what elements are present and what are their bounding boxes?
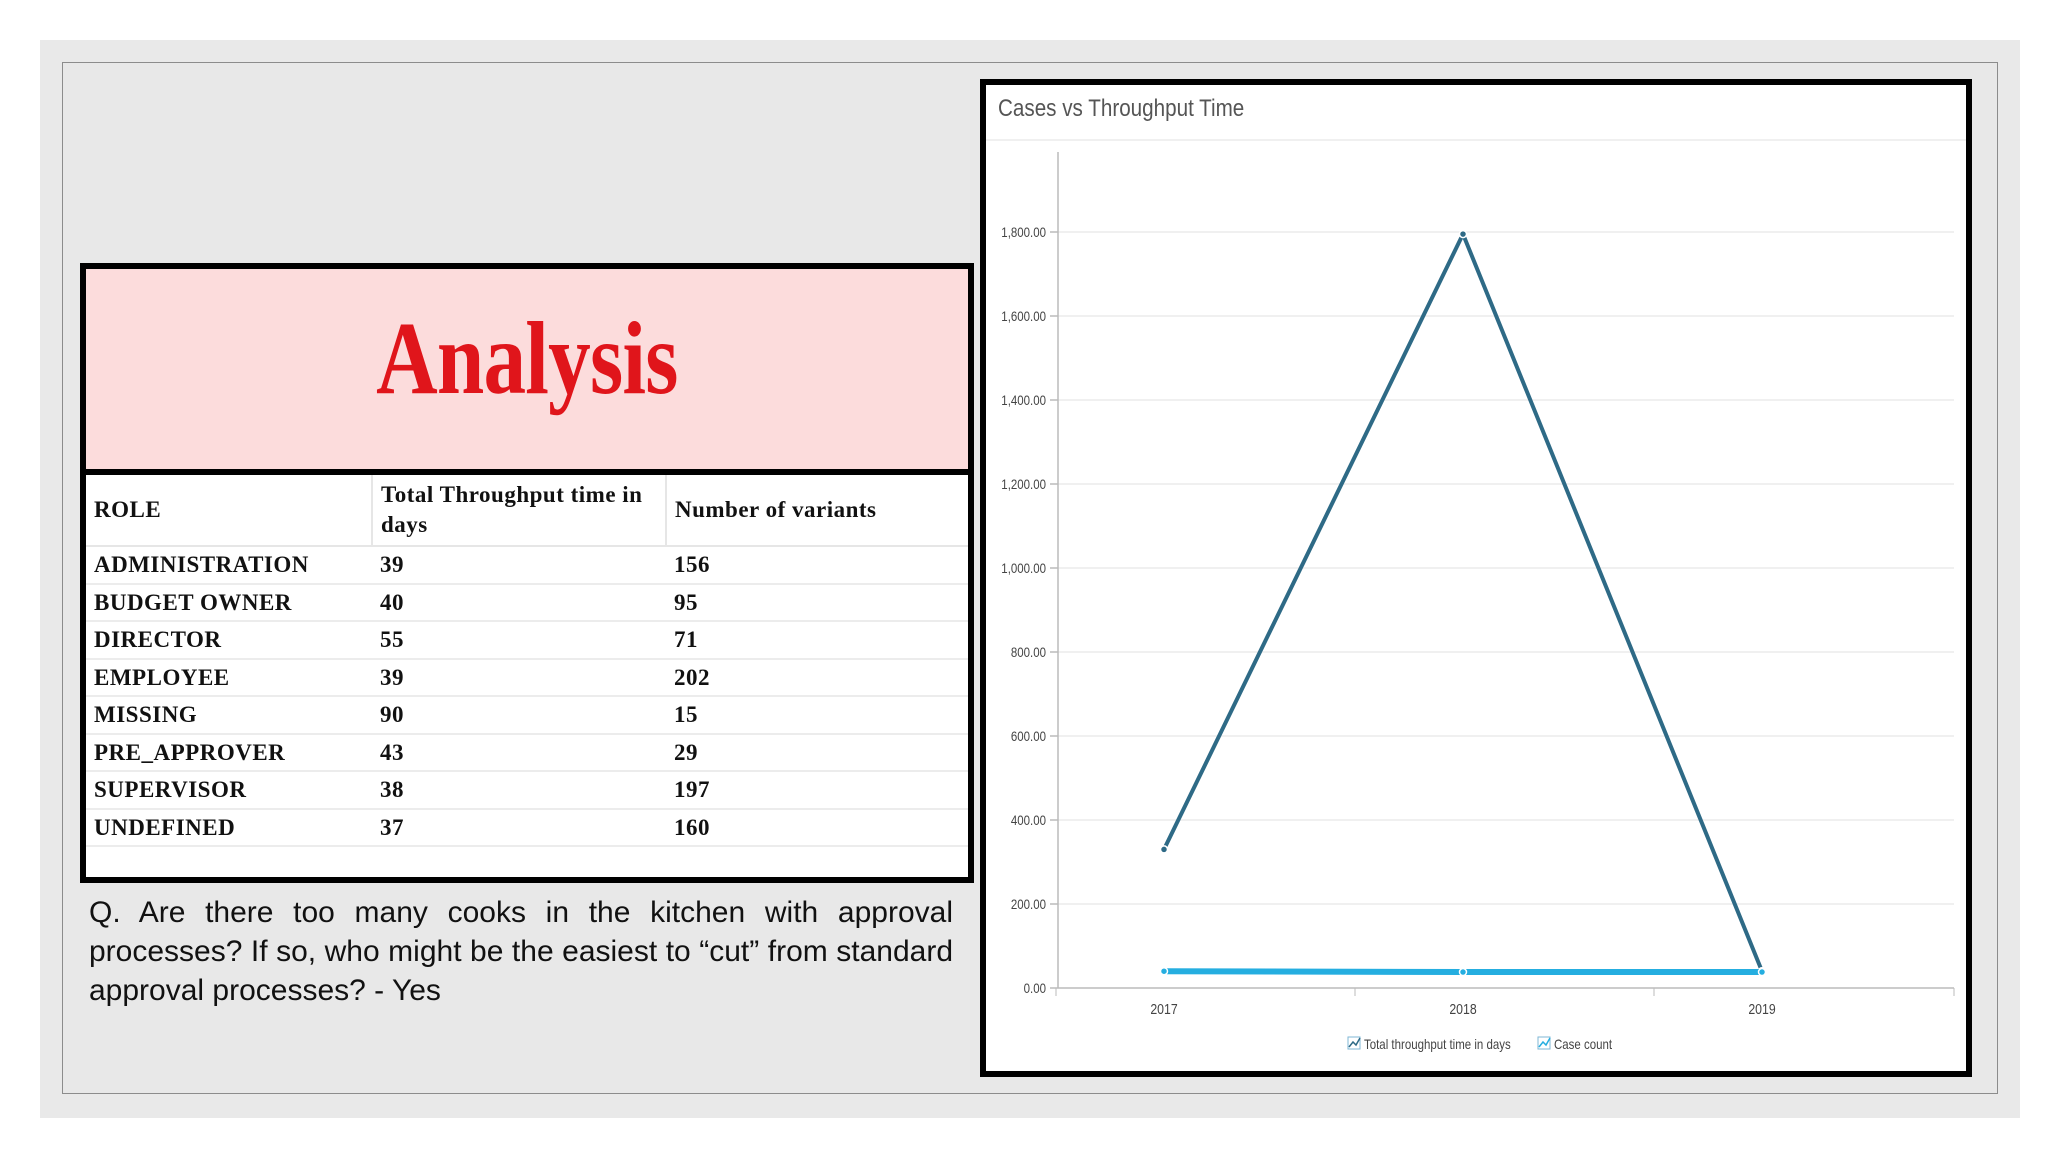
cell-throughput-time: 43 <box>372 733 666 772</box>
legend-chart-icon <box>1347 1036 1361 1050</box>
cell-role: UNDEFINED <box>86 808 372 847</box>
cell-throughput-time: 38 <box>372 771 666 810</box>
cell-role: PRE_APPROVER <box>86 733 372 772</box>
data-point <box>1458 229 1468 239</box>
cell-throughput-time: 37 <box>372 808 666 847</box>
cell-role: BUDGET OWNER <box>86 583 372 622</box>
cell-throughput-time: 40 <box>372 583 666 622</box>
cell-variants: 160 <box>666 808 968 847</box>
y-tick-label: 1,800.00 <box>1001 224 1046 240</box>
header-throughput-time: Total Throughput time in days <box>371 475 666 547</box>
cell-variants: 29 <box>666 733 968 772</box>
cell-throughput-time: 39 <box>372 546 666 585</box>
table-row: MISSING 90 15 <box>86 696 968 735</box>
y-tick-label: 1,000.00 <box>1001 560 1046 576</box>
legend-chart-icon <box>1537 1036 1551 1050</box>
table-row: EMPLOYEE 39 202 <box>86 658 968 697</box>
table-header-row: ROLE Total Throughput time in days Numbe… <box>86 475 968 547</box>
y-tick-label: 200.00 <box>1011 896 1046 912</box>
cell-throughput-time: 39 <box>372 658 666 697</box>
data-point <box>1159 966 1169 976</box>
y-tick-label: 800.00 <box>1011 644 1046 660</box>
legend-line-icon <box>1538 1037 1551 1048</box>
legend-entry: Case count <box>1537 1036 1612 1052</box>
roles-table: ROLE Total Throughput time in days Numbe… <box>86 475 968 847</box>
cell-throughput-time: 55 <box>372 621 666 660</box>
data-point <box>1458 967 1468 977</box>
question-text: Q. Are there too many cooks in the kitch… <box>89 896 953 1007</box>
header-variants: Number of variants <box>665 475 968 547</box>
cell-variants: 71 <box>666 621 968 660</box>
table-row: DIRECTOR 55 71 <box>86 621 968 660</box>
roles-table-box: ROLE Total Throughput time in days Numbe… <box>80 475 974 883</box>
table-row: BUDGET OWNER 40 95 <box>86 583 968 622</box>
cell-role: EMPLOYEE <box>86 658 372 697</box>
y-tick-label: 1,200.00 <box>1001 476 1046 492</box>
analysis-title-box: Analysis <box>80 263 974 475</box>
cell-role: DIRECTOR <box>86 621 372 660</box>
cell-variants: 95 <box>666 583 968 622</box>
data-point <box>1159 845 1169 854</box>
cell-variants: 197 <box>666 771 968 810</box>
y-tick-label: 1,600.00 <box>1001 308 1046 324</box>
header-role: ROLE <box>86 475 372 547</box>
y-tick-label: 0.00 <box>1024 980 1046 996</box>
y-tick-label: 1,400.00 <box>1001 392 1046 408</box>
cell-role: ADMINISTRATION <box>86 546 372 585</box>
series-line <box>1162 232 1764 974</box>
analysis-heading: Analysis <box>376 300 678 416</box>
cell-variants: 202 <box>666 658 968 697</box>
chart-title: Cases vs Throughput Time <box>998 95 1245 122</box>
x-tick-label: 2018 <box>1449 1001 1477 1017</box>
table-row: UNDEFINED 37 160 <box>86 808 968 847</box>
table-row: ADMINISTRATION 39 156 <box>86 546 968 585</box>
x-tick-label: 2017 <box>1150 1001 1177 1017</box>
cell-role: SUPERVISOR <box>86 771 372 810</box>
legend-label: Case count <box>1554 1036 1612 1052</box>
x-tick-label: 2019 <box>1748 1001 1775 1017</box>
table-row: SUPERVISOR 38 197 <box>86 771 968 810</box>
legend-label: Total throughput time in days <box>1364 1036 1511 1052</box>
line-chart: 0.00 200.00 400.00 600.00 800.00 1,000.00 1,20… <box>986 139 1966 1052</box>
y-tick-label: 400.00 <box>1011 812 1046 828</box>
cell-variants: 156 <box>666 546 968 585</box>
legend-line-icon <box>1348 1037 1361 1048</box>
y-tick-label: 600.00 <box>1011 728 1046 744</box>
chart-panel: Cases vs Throughput Time 0.00 200.00 400.0… <box>980 79 1972 1077</box>
data-point <box>1757 967 1767 977</box>
legend-entry: Total throughput time in days <box>1347 1036 1511 1052</box>
cell-role: MISSING <box>86 696 372 735</box>
cell-variants: 15 <box>666 696 968 735</box>
table-row: PRE_APPROVER 43 29 <box>86 733 968 772</box>
cell-throughput-time: 90 <box>372 696 666 735</box>
